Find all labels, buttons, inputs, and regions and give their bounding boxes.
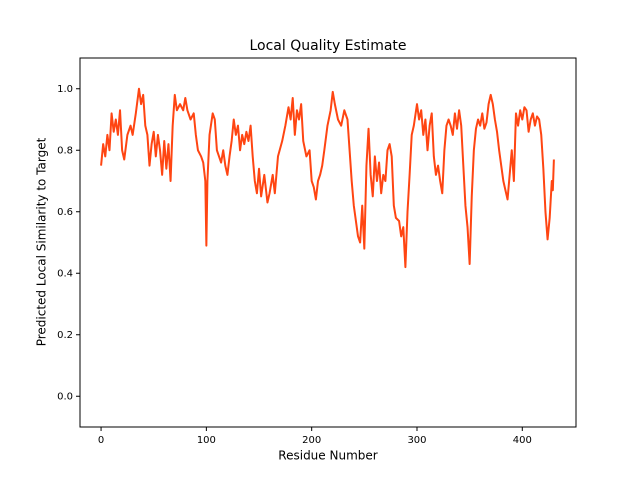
x-tick-label: 0: [98, 435, 104, 446]
x-tick-label: 400: [513, 435, 532, 446]
plot-frame: [79, 57, 577, 428]
y-axis-label: Predicted Local Similarity to Target: [35, 137, 49, 346]
x-tick-label: 100: [197, 435, 216, 446]
chart-title: Local Quality Estimate: [249, 38, 406, 54]
y-tick-label: 0.2: [57, 330, 73, 341]
y-tick-label: 0.4: [57, 268, 73, 279]
y-tick-label: 0.8: [57, 145, 73, 156]
x-tick-label: 200: [302, 435, 321, 446]
y-tick-label: 0.6: [57, 207, 73, 218]
y-tick-label: 0.0: [57, 391, 73, 402]
x-axis-label: Residue Number: [278, 449, 377, 463]
y-tick-label: 1.0: [57, 84, 73, 95]
x-tick-label: 300: [407, 435, 426, 446]
line-series: [100, 87, 555, 269]
